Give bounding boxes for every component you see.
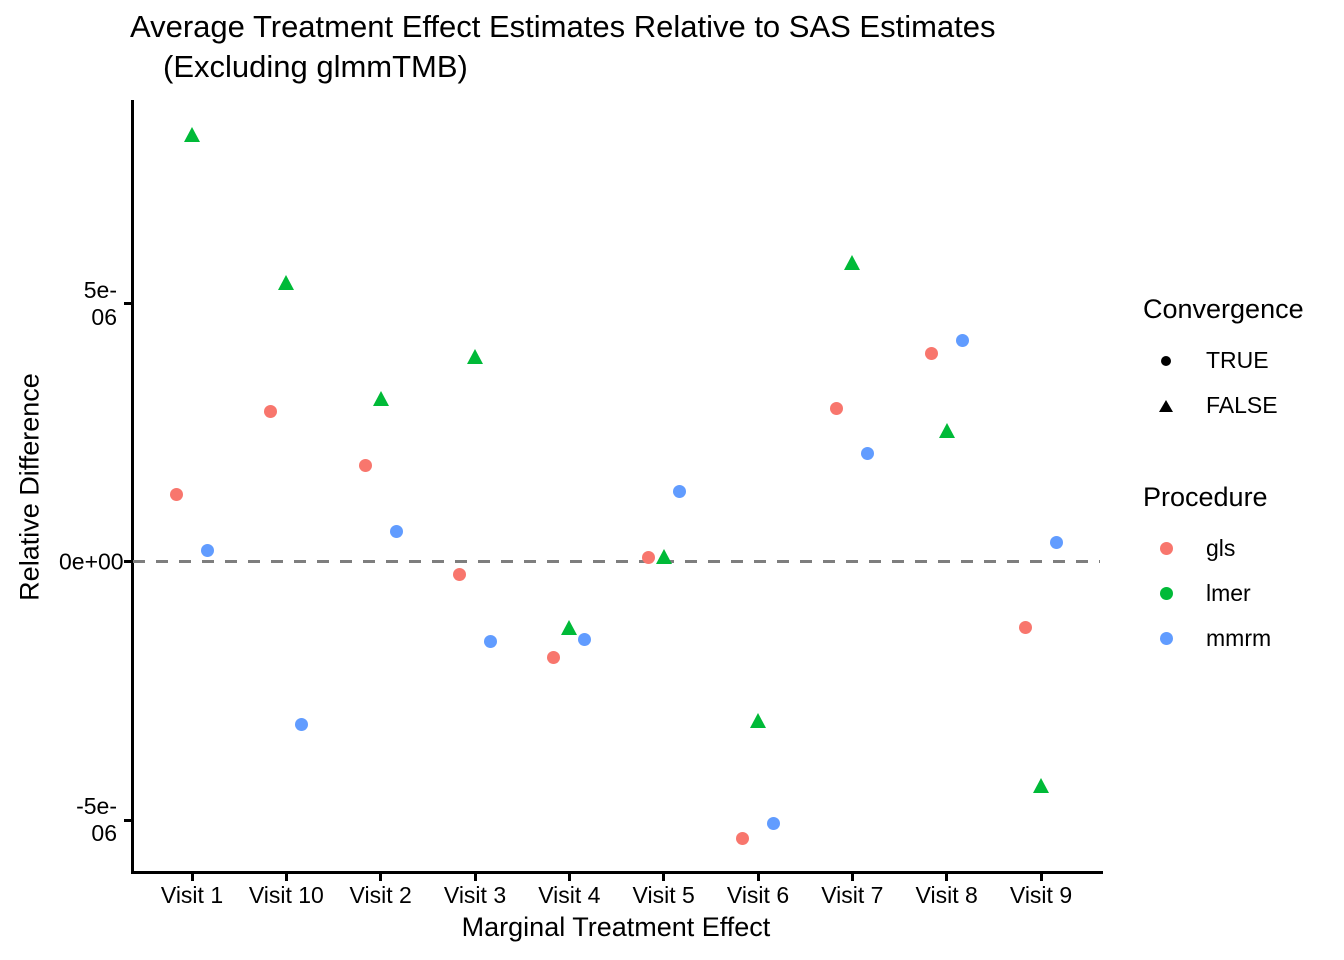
data-point-circle-gls [453, 568, 466, 582]
data-point-triangle-lmer [561, 620, 578, 636]
y-tick-mark [124, 302, 132, 306]
legend-item-lmer: lmer [1143, 571, 1338, 616]
legend-marker [1159, 632, 1173, 645]
data-point-triangle-lmer [184, 127, 200, 143]
data-point-circle-mmrm [484, 634, 497, 648]
x-tick-label: Visit 2 [349, 882, 412, 908]
data-point-triangle-lmer [938, 423, 955, 439]
x-axis-title: Marginal Treatment Effect [461, 912, 771, 942]
legend-marker [1159, 542, 1173, 555]
legend-item-label: mmrm [1206, 625, 1272, 651]
data-point-triangle-lmer [750, 713, 766, 729]
x-tick-label: Visit 5 [632, 882, 695, 908]
x-tick-label: Visit 3 [443, 882, 507, 908]
legend-item-true: TRUE [1143, 338, 1338, 383]
data-point-circle-gls [264, 404, 278, 418]
data-point-triangle-lmer [1033, 777, 1049, 793]
chart-subtitle: (Excluding glmmTMB) [163, 49, 468, 84]
legend-items-convergence: TRUE FALSE [1143, 338, 1338, 428]
x-tick-label: Visit 6 [726, 882, 790, 908]
data-point-circle-gls [830, 402, 844, 416]
data-point-circle-gls [924, 346, 938, 360]
x-tick-mark [473, 873, 477, 881]
data-point-circle-mmrm [861, 447, 875, 461]
x-tick-mark [1039, 873, 1043, 881]
data-point-circle-mmrm [389, 525, 403, 539]
x-tick-label: Visit 1 [160, 882, 224, 908]
x-tick-mark [379, 873, 383, 881]
y-tick-label: -5e-06 [76, 793, 117, 847]
x-tick-mark [190, 873, 194, 881]
data-point-circle-gls [358, 459, 372, 473]
data-point-circle-mmrm [578, 633, 592, 647]
data-point-triangle-lmer [372, 391, 389, 407]
legend-item-mmrm: mmrm [1143, 616, 1338, 661]
x-tick-label: Visit 10 [248, 882, 324, 908]
legend-group-convergence: Convergence TRUE FALSE [1143, 292, 1338, 428]
x-tick-mark [850, 873, 854, 881]
legend-item-gls: gls [1143, 526, 1338, 571]
x-tick-mark [945, 873, 949, 881]
data-point-circle-gls [547, 650, 561, 664]
legend: Convergence TRUE FALSE Procedure gls lmer m… [1143, 292, 1338, 661]
circle-legend-icon [1151, 624, 1181, 654]
zero-reference-line [133, 560, 1100, 564]
legend-group-procedure: Procedure gls lmer mmrm [1143, 480, 1338, 661]
circle-legend-icon [1151, 534, 1181, 564]
data-point-circle-mmrm [955, 334, 969, 348]
legend-item-false: FALSE [1143, 383, 1338, 428]
legend-title-procedure: Procedure [1143, 482, 1268, 512]
x-tick-mark [284, 873, 288, 881]
data-point-circle-mmrm [767, 817, 780, 831]
y-tick-mark [124, 560, 132, 564]
data-point-circle-mmrm [1050, 536, 1063, 550]
x-tick-mark [756, 873, 760, 881]
data-point-triangle-lmer [844, 255, 861, 271]
y-tick-label: 5e-06 [83, 276, 117, 330]
legend-item-label: FALSE [1206, 392, 1278, 418]
data-point-circle-gls [641, 551, 655, 565]
legend-marker [1161, 355, 1171, 366]
data-point-circle-mmrm [295, 718, 309, 732]
data-point-triangle-lmer [278, 274, 295, 290]
legend-title-convergence: Convergence [1143, 294, 1304, 324]
chart-title: Average Treatment Effect Estimates Relat… [130, 9, 996, 44]
legend-item-label: TRUE [1206, 347, 1269, 373]
x-tick-label: Visit 7 [821, 882, 884, 908]
data-point-circle-gls [170, 488, 183, 502]
legend-items-procedure: gls lmer mmrm [1143, 526, 1338, 661]
data-point-circle-mmrm [672, 484, 686, 498]
legend-marker [1159, 399, 1173, 412]
data-point-circle-mmrm [201, 543, 214, 557]
x-tick-mark [662, 873, 666, 881]
x-tick-label: Visit 8 [915, 882, 978, 908]
data-point-circle-gls [736, 832, 749, 846]
triangle-legend-icon [1151, 391, 1181, 421]
x-tick-label: Visit 9 [1009, 882, 1073, 908]
y-tick-label: 0e+00 [59, 548, 124, 575]
circle-legend-icon [1151, 346, 1181, 376]
x-tick-label: Visit 4 [538, 882, 601, 908]
x-axis-line [131, 871, 1103, 874]
legend-marker [1159, 587, 1173, 600]
data-point-circle-gls [1019, 620, 1032, 634]
y-tick-mark [124, 818, 132, 822]
legend-item-label: lmer [1206, 580, 1251, 606]
x-tick-mark [567, 873, 571, 881]
y-axis-line [131, 100, 134, 874]
data-point-triangle-lmer [655, 548, 672, 564]
data-point-triangle-lmer [467, 348, 483, 364]
circle-legend-icon [1151, 579, 1181, 609]
legend-item-label: gls [1206, 535, 1236, 561]
